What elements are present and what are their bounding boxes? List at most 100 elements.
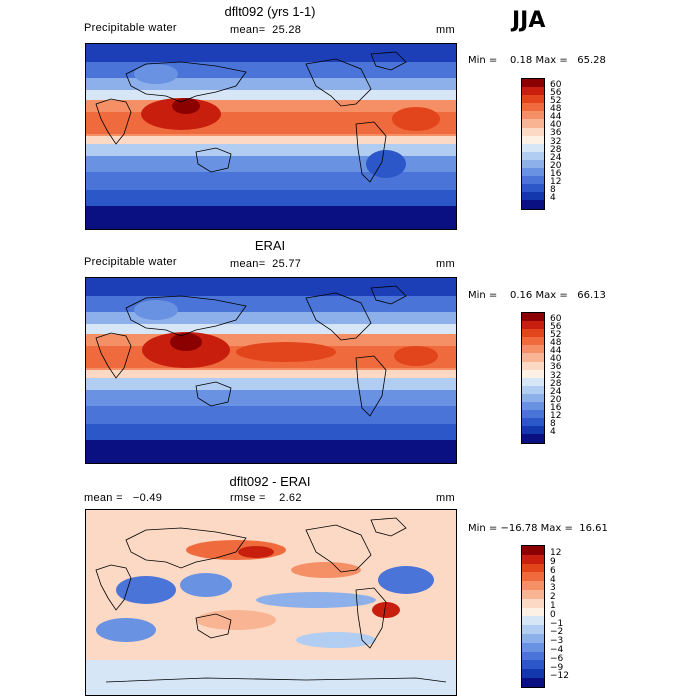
- panel-2-minmax: Min = 0.16 Max = 66.13: [468, 290, 606, 301]
- colorbar-swatch: [521, 103, 545, 112]
- panel-1-colorbar: [521, 78, 545, 210]
- colorbar-swatch: [521, 111, 545, 120]
- colorbar-tick: −1: [550, 619, 564, 629]
- colorbar-tick: −4: [550, 645, 564, 655]
- colorbar-swatch: [521, 369, 545, 378]
- colorbar-swatch: [521, 135, 545, 144]
- colorbar-swatch: [521, 434, 545, 444]
- colorbar-tick: 20: [550, 161, 562, 171]
- colorbar-swatch: [521, 393, 545, 403]
- colorbar-tick: 48: [550, 104, 562, 114]
- colorbar-tick: 0: [550, 610, 556, 620]
- colorbar-swatch: [521, 353, 545, 362]
- colorbar-tick: 36: [550, 128, 562, 138]
- panel-1-title: dflt092 (yrs 1-1): [224, 4, 316, 19]
- colorbar-swatch: [521, 572, 545, 582]
- colorbar-tick: −12: [550, 671, 569, 681]
- precipitable-water-map-erai: [86, 278, 456, 463]
- panel-1-variable: Precipitable water: [84, 22, 177, 34]
- colorbar-swatch: [521, 651, 545, 661]
- colorbar-tick: 56: [550, 88, 562, 98]
- colorbar-tick: 16: [550, 169, 562, 179]
- colorbar-tick: 2: [550, 592, 556, 602]
- colorbar-swatch: [521, 361, 545, 370]
- panel-1-units: mm: [436, 24, 455, 36]
- colorbar-swatch: [521, 159, 545, 169]
- colorbar-tick: 36: [550, 362, 562, 372]
- panel-3-units: mm: [436, 492, 455, 504]
- panel-2-map: [85, 277, 457, 464]
- panel-1-map: [85, 43, 457, 230]
- panel-3-mean: mean = −0.49: [84, 492, 163, 504]
- colorbar-tick: 16: [550, 403, 562, 413]
- colorbar-tick: 24: [550, 387, 562, 397]
- colorbar-swatch: [521, 385, 545, 394]
- colorbar-tick: 20: [550, 395, 562, 405]
- colorbar-tick: 60: [550, 314, 562, 324]
- colorbar-swatch: [521, 642, 545, 652]
- colorbar-swatch: [521, 95, 545, 104]
- colorbar-swatch: [521, 563, 545, 573]
- colorbar-swatch: [521, 377, 545, 386]
- colorbar-swatch: [521, 589, 545, 599]
- colorbar-tick: −2: [550, 627, 564, 637]
- colorbar-swatch: [521, 168, 545, 177]
- panel-2-title: ERAI: [254, 238, 286, 253]
- colorbar-tick: 52: [550, 330, 562, 340]
- colorbar-swatch: [521, 127, 545, 136]
- colorbar-tick: 8: [550, 419, 556, 429]
- season-label: JJA: [512, 8, 546, 33]
- panel-3-rmse: rmse = 2.62: [230, 492, 302, 504]
- colorbar-swatch: [521, 410, 545, 419]
- colorbar-tick: 3: [550, 583, 556, 593]
- panel-2-variable: Precipitable water: [84, 256, 177, 268]
- colorbar-tick: 32: [550, 371, 562, 381]
- colorbar-swatch: [521, 625, 545, 634]
- colorbar-swatch: [521, 184, 545, 193]
- colorbar-swatch: [521, 633, 545, 643]
- colorbar-tick: 1: [550, 601, 556, 611]
- panel-3-minmax: Min = −16.78 Max = 16.61: [468, 523, 608, 534]
- colorbar-swatch: [521, 78, 545, 88]
- difference-map: [86, 510, 456, 695]
- colorbar-swatch: [521, 581, 545, 590]
- colorbar-tick: 32: [550, 137, 562, 147]
- colorbar-swatch: [521, 545, 545, 555]
- colorbar-swatch: [521, 426, 545, 435]
- colorbar-tick: −6: [550, 654, 564, 664]
- colorbar-swatch: [521, 660, 545, 670]
- colorbar-tick: 60: [550, 80, 562, 90]
- colorbar-tick: 56: [550, 322, 562, 332]
- colorbar-swatch: [521, 151, 545, 160]
- colorbar-tick: 4: [550, 193, 556, 203]
- colorbar-tick: −3: [550, 636, 564, 646]
- panel-2-colorbar-ticks: 60 56 52 48 44 40 36 32 28 24 20 16 12 8…: [550, 312, 580, 442]
- colorbar-tick: 40: [550, 354, 562, 364]
- colorbar-tick: 12: [550, 548, 562, 558]
- panel-2-mean: mean= 25.77: [230, 258, 302, 270]
- panel-2-colorbar: [521, 312, 545, 444]
- colorbar-swatch: [521, 677, 545, 688]
- colorbar-tick: 44: [550, 112, 562, 122]
- colorbar-swatch: [521, 669, 545, 678]
- panel-1-mean: mean= 25.28: [230, 24, 302, 36]
- colorbar-swatch: [521, 418, 545, 427]
- colorbar-swatch: [521, 176, 545, 185]
- colorbar-tick: 4: [550, 427, 556, 437]
- colorbar-tick: 24: [550, 153, 562, 163]
- colorbar-swatch: [521, 337, 545, 346]
- colorbar-tick: 28: [550, 145, 562, 155]
- precipitable-water-map-model: [86, 44, 456, 229]
- panel-3-title: dflt092 - ERAI: [229, 474, 311, 489]
- panel-3-colorbar-ticks: 12 9 6 4 3 2 1 0 −1 −2 −3 −4 −6 −9 −12: [550, 545, 580, 690]
- colorbar-tick: 12: [550, 177, 562, 187]
- colorbar-swatch: [521, 616, 545, 626]
- panel-1-colorbar-ticks: 60 56 52 48 44 40 36 32 28 24 20 16 12 8…: [550, 78, 580, 208]
- panel-2-units: mm: [436, 258, 455, 270]
- colorbar-tick: 40: [550, 120, 562, 130]
- colorbar-tick: 28: [550, 379, 562, 389]
- colorbar-swatch: [521, 200, 545, 210]
- colorbar-tick: 6: [550, 566, 556, 576]
- colorbar-tick: 48: [550, 338, 562, 348]
- colorbar-tick: −9: [550, 663, 564, 673]
